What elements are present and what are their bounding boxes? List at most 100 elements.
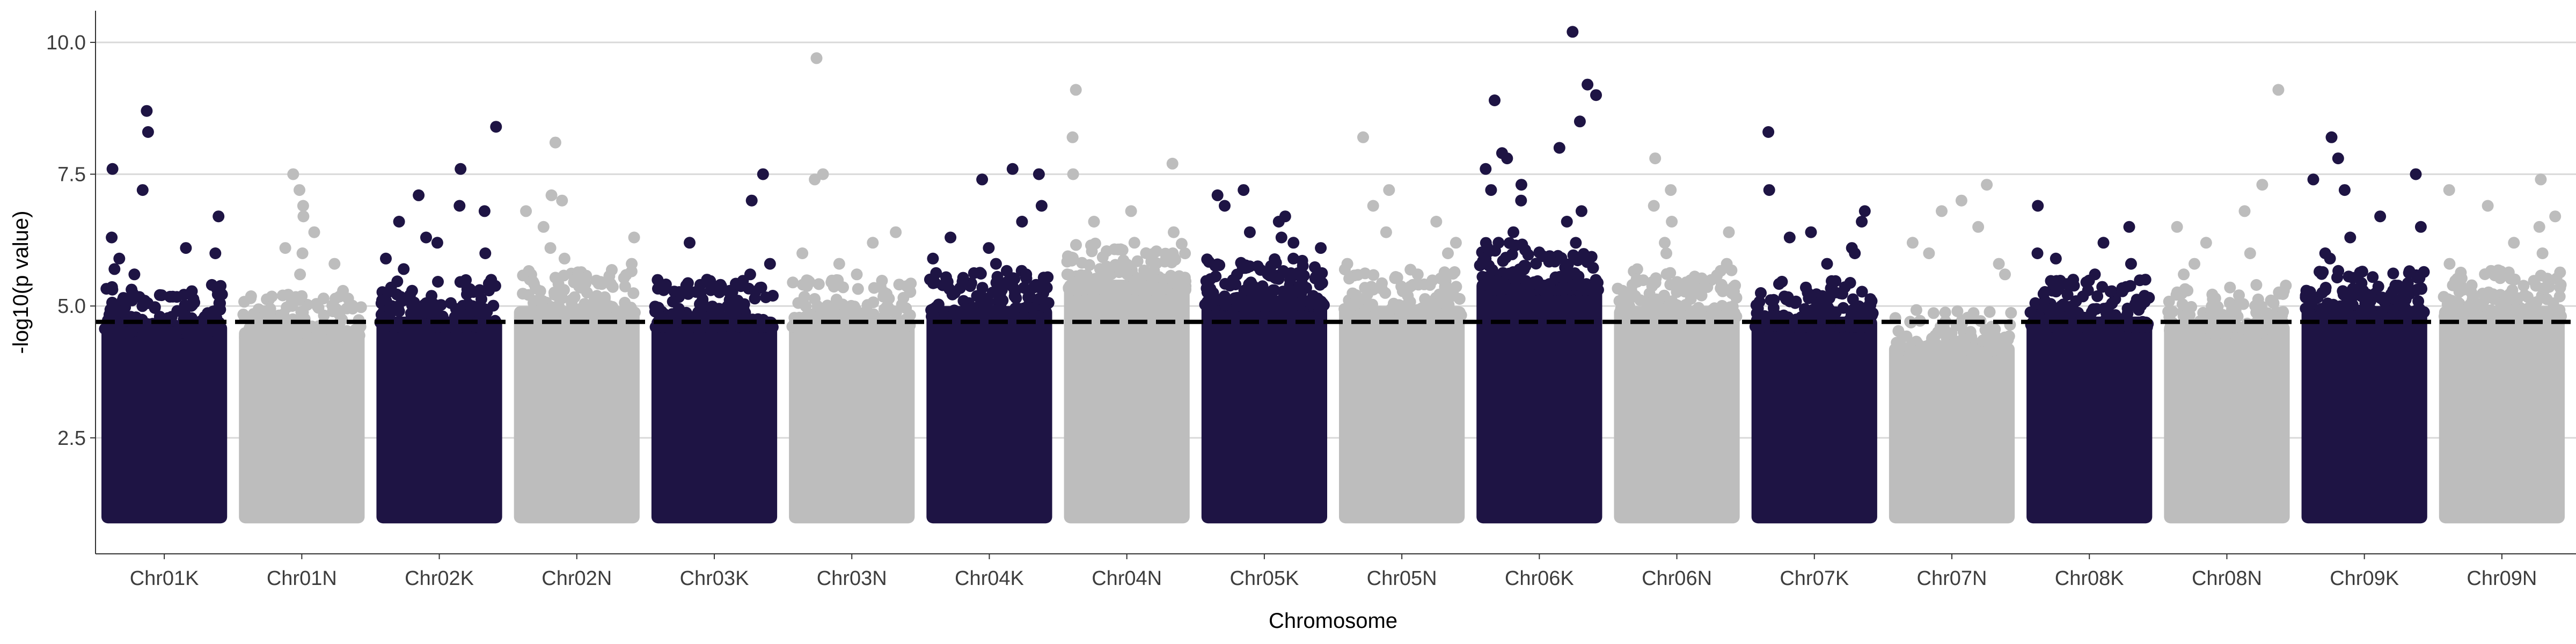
point [2090, 303, 2103, 315]
peak-point [297, 210, 310, 223]
point [1989, 330, 2001, 342]
peak-point [141, 105, 153, 117]
point [1202, 300, 1214, 312]
peak-point [2171, 221, 2183, 233]
peak-point [1166, 157, 1179, 170]
point [1977, 334, 1989, 347]
peak-point [2410, 168, 2422, 180]
point [868, 282, 880, 294]
point [1518, 263, 1530, 275]
peak-point [108, 263, 121, 275]
dense-points-Chr07K [1751, 316, 1877, 524]
peak-point [294, 184, 305, 196]
point [690, 286, 702, 298]
peak-point [1067, 168, 1079, 180]
point [1682, 310, 1694, 323]
peak-point [1035, 200, 1048, 212]
point [726, 297, 738, 310]
point [552, 278, 565, 290]
point [1008, 273, 1021, 285]
series-Chr06N [1612, 152, 1743, 524]
point [1101, 284, 1114, 296]
point [749, 292, 761, 305]
point [1631, 263, 1643, 275]
dense-points-Chr09K [2301, 306, 2427, 524]
x-tick-label: Chr01N [267, 567, 337, 590]
point [974, 267, 986, 279]
point [1891, 336, 1903, 349]
point [460, 274, 472, 286]
peak-point [1906, 237, 1919, 249]
point [2312, 310, 2325, 323]
peak-point [549, 136, 561, 149]
point [2399, 294, 2412, 306]
peak-point [809, 173, 821, 186]
point [1411, 268, 1424, 281]
point [852, 283, 864, 295]
x-tick-label: Chr04K [955, 567, 1024, 590]
point [787, 276, 799, 289]
point [2135, 299, 2147, 312]
point [467, 286, 480, 298]
peak-point [833, 258, 845, 270]
point [2418, 306, 2430, 318]
point [1664, 267, 1677, 279]
point [1437, 293, 1449, 305]
dense-points-Chr03K [651, 316, 778, 524]
x-tick-label: Chr05N [1367, 567, 1437, 590]
point [2442, 293, 2454, 305]
dense-points-Chr06K [1476, 280, 1602, 524]
point [120, 326, 132, 339]
peak-point [1492, 237, 1505, 249]
point [1316, 277, 1328, 289]
point [314, 321, 327, 333]
point [2479, 268, 2491, 280]
peak-point [1507, 226, 1519, 238]
point [993, 304, 1006, 317]
point [803, 276, 815, 289]
point [239, 331, 251, 343]
point [766, 321, 778, 333]
point [1579, 284, 1591, 296]
dense-points-Chr02K [376, 316, 502, 524]
point [1480, 237, 1492, 249]
x-tick-label: Chr08N [2192, 567, 2262, 590]
peak-point [106, 231, 118, 244]
point [1964, 326, 1977, 338]
point [2529, 299, 2541, 311]
point [1277, 291, 1290, 304]
peak-point [1016, 216, 1028, 228]
peak-point [1972, 221, 1985, 233]
point [2487, 288, 2499, 301]
peak-point [1783, 231, 1796, 244]
peak-point [2189, 258, 2200, 270]
point [2180, 321, 2193, 333]
peak-point [1936, 205, 1948, 217]
point [391, 275, 404, 288]
point [649, 301, 661, 313]
point [1926, 340, 1938, 352]
peak-point [1993, 258, 2005, 270]
point [2387, 267, 2399, 280]
point [544, 310, 556, 323]
point [2024, 306, 2037, 318]
peak-point [2482, 200, 2494, 212]
x-tick-label: Chr06N [1642, 567, 1712, 590]
point [2277, 288, 2289, 300]
dense-points-Chr08K [2026, 316, 2153, 524]
point [1826, 275, 1838, 287]
point [208, 305, 220, 317]
point [2243, 324, 2256, 336]
point [1630, 273, 1643, 286]
point [1698, 275, 1710, 287]
point [1837, 302, 1849, 314]
point [2208, 325, 2221, 337]
point [867, 308, 880, 320]
peak-point [1762, 126, 1775, 138]
x-tick-label: Chr03N [817, 567, 887, 590]
point [1910, 304, 1922, 316]
peak-point [1070, 84, 1082, 96]
point [2101, 307, 2112, 319]
point [2540, 282, 2552, 295]
point [188, 296, 200, 309]
